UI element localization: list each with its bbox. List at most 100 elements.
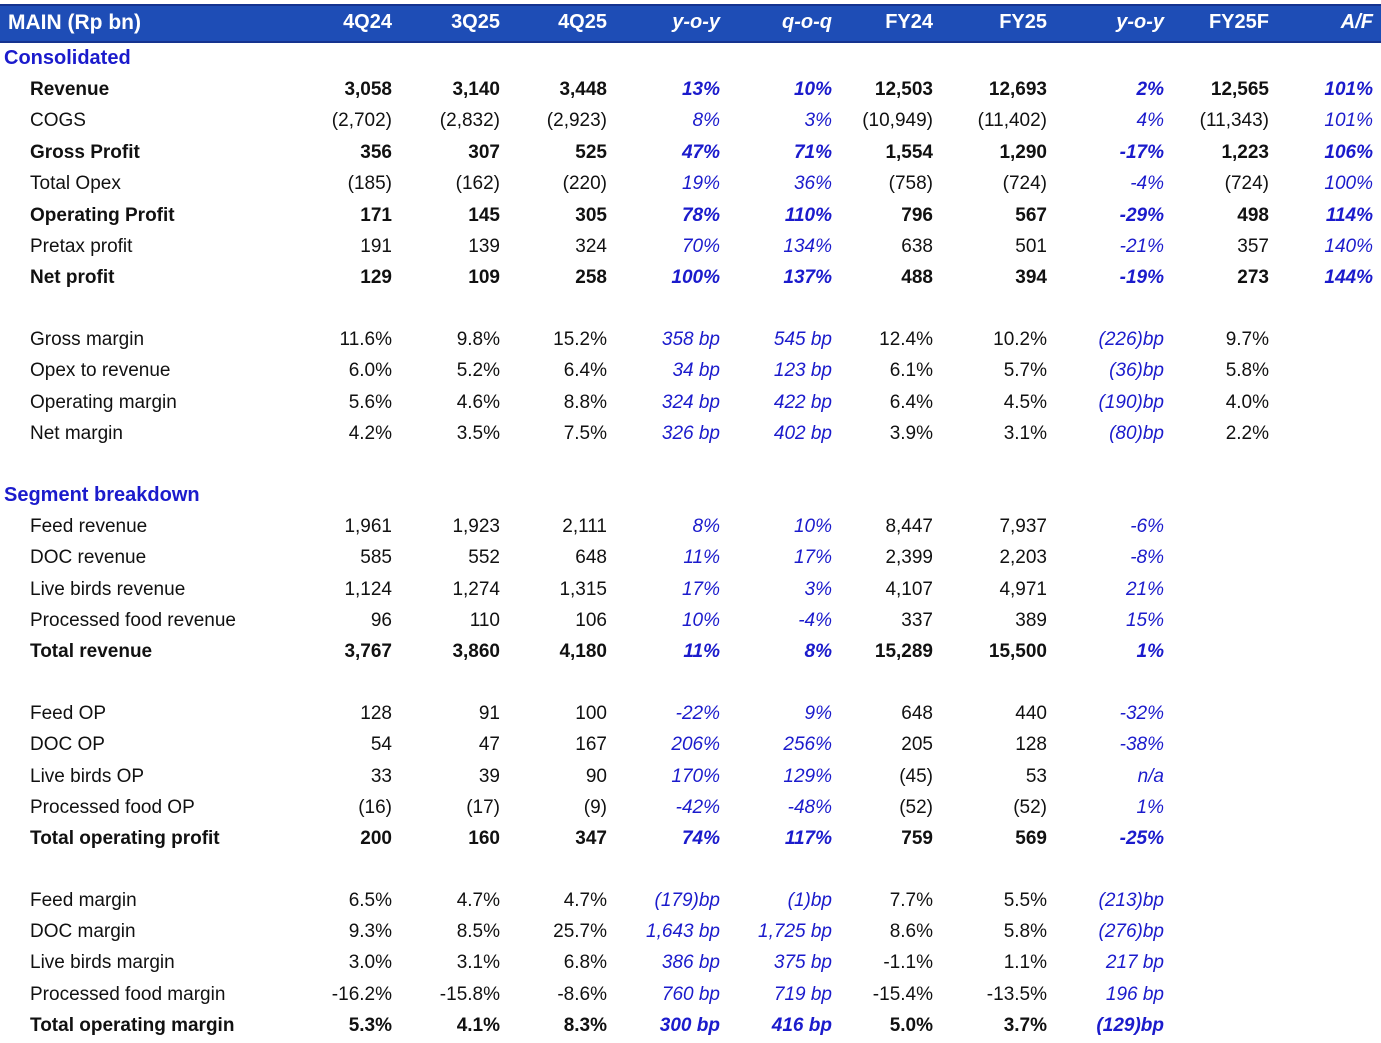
cell: 416 bp (771, 1015, 832, 1037)
column-header: q-o-q (728, 4, 840, 43)
table-row: Total operating profit 200 160 347 74% 117% 75… (0, 824, 1381, 855)
cell: 109 (468, 267, 500, 289)
table-row: Feed OP 128 91 100 -22% 9% 648 440 -32% (0, 698, 1381, 729)
table-row: DOC OP 54 47 167 206% 256% 205 128 -38% (0, 729, 1381, 760)
cell (1277, 698, 1381, 729)
cell: 1,315 (559, 578, 607, 600)
cell: 167 (575, 734, 607, 756)
table-row: Total revenue 3,767 3,860 4,180 11% 8% 15,289 1… (0, 637, 1381, 668)
cell: 128 (1015, 734, 1047, 756)
cell: 100% (1324, 173, 1373, 195)
cell: 2.2% (1225, 422, 1269, 444)
cell: 15,289 (874, 641, 933, 663)
cell: 3.0% (348, 952, 392, 974)
cell: (185) (347, 173, 392, 195)
column-header: 4Q24 (300, 4, 400, 43)
cell: 5.5% (1003, 889, 1047, 911)
cell: 17% (681, 578, 720, 600)
cell: (226)bp (1098, 328, 1165, 350)
cell: (17) (466, 796, 500, 818)
cell (1172, 824, 1277, 855)
column-header: FY25F (1172, 4, 1277, 43)
cell: 4.0% (1225, 391, 1269, 413)
cell: 25.7% (553, 921, 607, 943)
cell: (1)bp (787, 889, 832, 911)
cell: 8.8% (563, 391, 607, 413)
cell: 101% (1324, 110, 1373, 132)
row-label: Operating Profit (30, 204, 175, 226)
cell (1277, 542, 1381, 573)
cell: 8% (804, 641, 832, 663)
column-header: A/F (1277, 4, 1381, 43)
cell: 6.4% (889, 391, 933, 413)
cell (1172, 637, 1277, 668)
cell: (52) (899, 796, 933, 818)
cell: 4.2% (348, 422, 392, 444)
cell (1277, 418, 1381, 449)
cell: 206% (671, 734, 720, 756)
cell: 5.3% (348, 1015, 392, 1037)
cell: 1,643 bp (646, 921, 720, 943)
table-row: Feed revenue 1,961 1,923 2,111 8% 10% 8,447 7,9… (0, 511, 1381, 542)
cell: -29% (1119, 204, 1164, 226)
cell: 139 (468, 236, 500, 258)
cell: 39 (478, 765, 500, 787)
cell (1172, 885, 1277, 916)
cell: 4,971 (999, 578, 1047, 600)
cell: 17% (793, 547, 832, 569)
table-row: Operating Profit 171 145 305 78% 110% 796 567 -2… (0, 200, 1381, 231)
cell: 1,554 (885, 141, 933, 163)
cell: 4.1% (456, 1015, 500, 1037)
cell: 15,500 (988, 641, 1047, 663)
cell: 196 bp (1105, 983, 1164, 1005)
cell: 9% (804, 702, 832, 724)
cell: 33 (370, 765, 392, 787)
row-label: Feed OP (30, 702, 107, 724)
cell: 6.0% (348, 360, 392, 382)
cell (1277, 792, 1381, 823)
cell: 191 (360, 236, 392, 258)
cell: 15% (1125, 609, 1164, 631)
cell: -8.6% (557, 983, 607, 1005)
column-header: 4Q25 (508, 4, 615, 43)
cell: 8.5% (456, 921, 500, 943)
cell: 12.4% (879, 328, 933, 350)
cell: 128 (360, 702, 392, 724)
cell: 638 (901, 236, 933, 258)
cell: (45) (899, 765, 933, 787)
cell: (724) (1002, 173, 1047, 195)
section-row: Consolidated (0, 42, 1381, 74)
cell (1277, 824, 1381, 855)
cell (1277, 729, 1381, 760)
cell: 8.3% (563, 1015, 607, 1037)
cell: 488 (901, 267, 933, 289)
cell: 2,111 (562, 515, 607, 537)
cell: 8,447 (885, 515, 933, 537)
cell: 90 (585, 765, 607, 787)
table-row: Processed food margin -16.2% -15.8% -8.6% 76… (0, 979, 1381, 1010)
cell: -25% (1119, 828, 1164, 850)
cell: 10% (793, 79, 832, 101)
table-header: MAIN (Rp bn) 4Q24 3Q25 4Q25 y-o-y q-o-q FY24 FY… (0, 4, 1381, 43)
row-label: Opex to revenue (30, 360, 171, 382)
row-label: Gross Profit (30, 141, 140, 163)
cell: 144% (1324, 267, 1373, 289)
cell: 389 (1015, 609, 1047, 631)
spacer-row (0, 668, 1381, 698)
cell: 307 (468, 141, 500, 163)
cell (1277, 761, 1381, 792)
cell: (2,832) (439, 110, 500, 132)
cell: 796 (901, 204, 933, 226)
cell: 110% (784, 204, 832, 226)
cell: 53 (1025, 765, 1047, 787)
cell: 106 (575, 609, 607, 631)
cell: 4.7% (563, 889, 607, 911)
row-label: Total Opex (30, 173, 121, 195)
cell: 96 (370, 609, 392, 631)
cell: 1.1% (1003, 952, 1047, 974)
cell (1172, 698, 1277, 729)
row-label: Processed food OP (30, 796, 195, 818)
cell: 585 (360, 547, 392, 569)
cell: 2% (1136, 79, 1164, 101)
cell: 719 bp (773, 983, 832, 1005)
